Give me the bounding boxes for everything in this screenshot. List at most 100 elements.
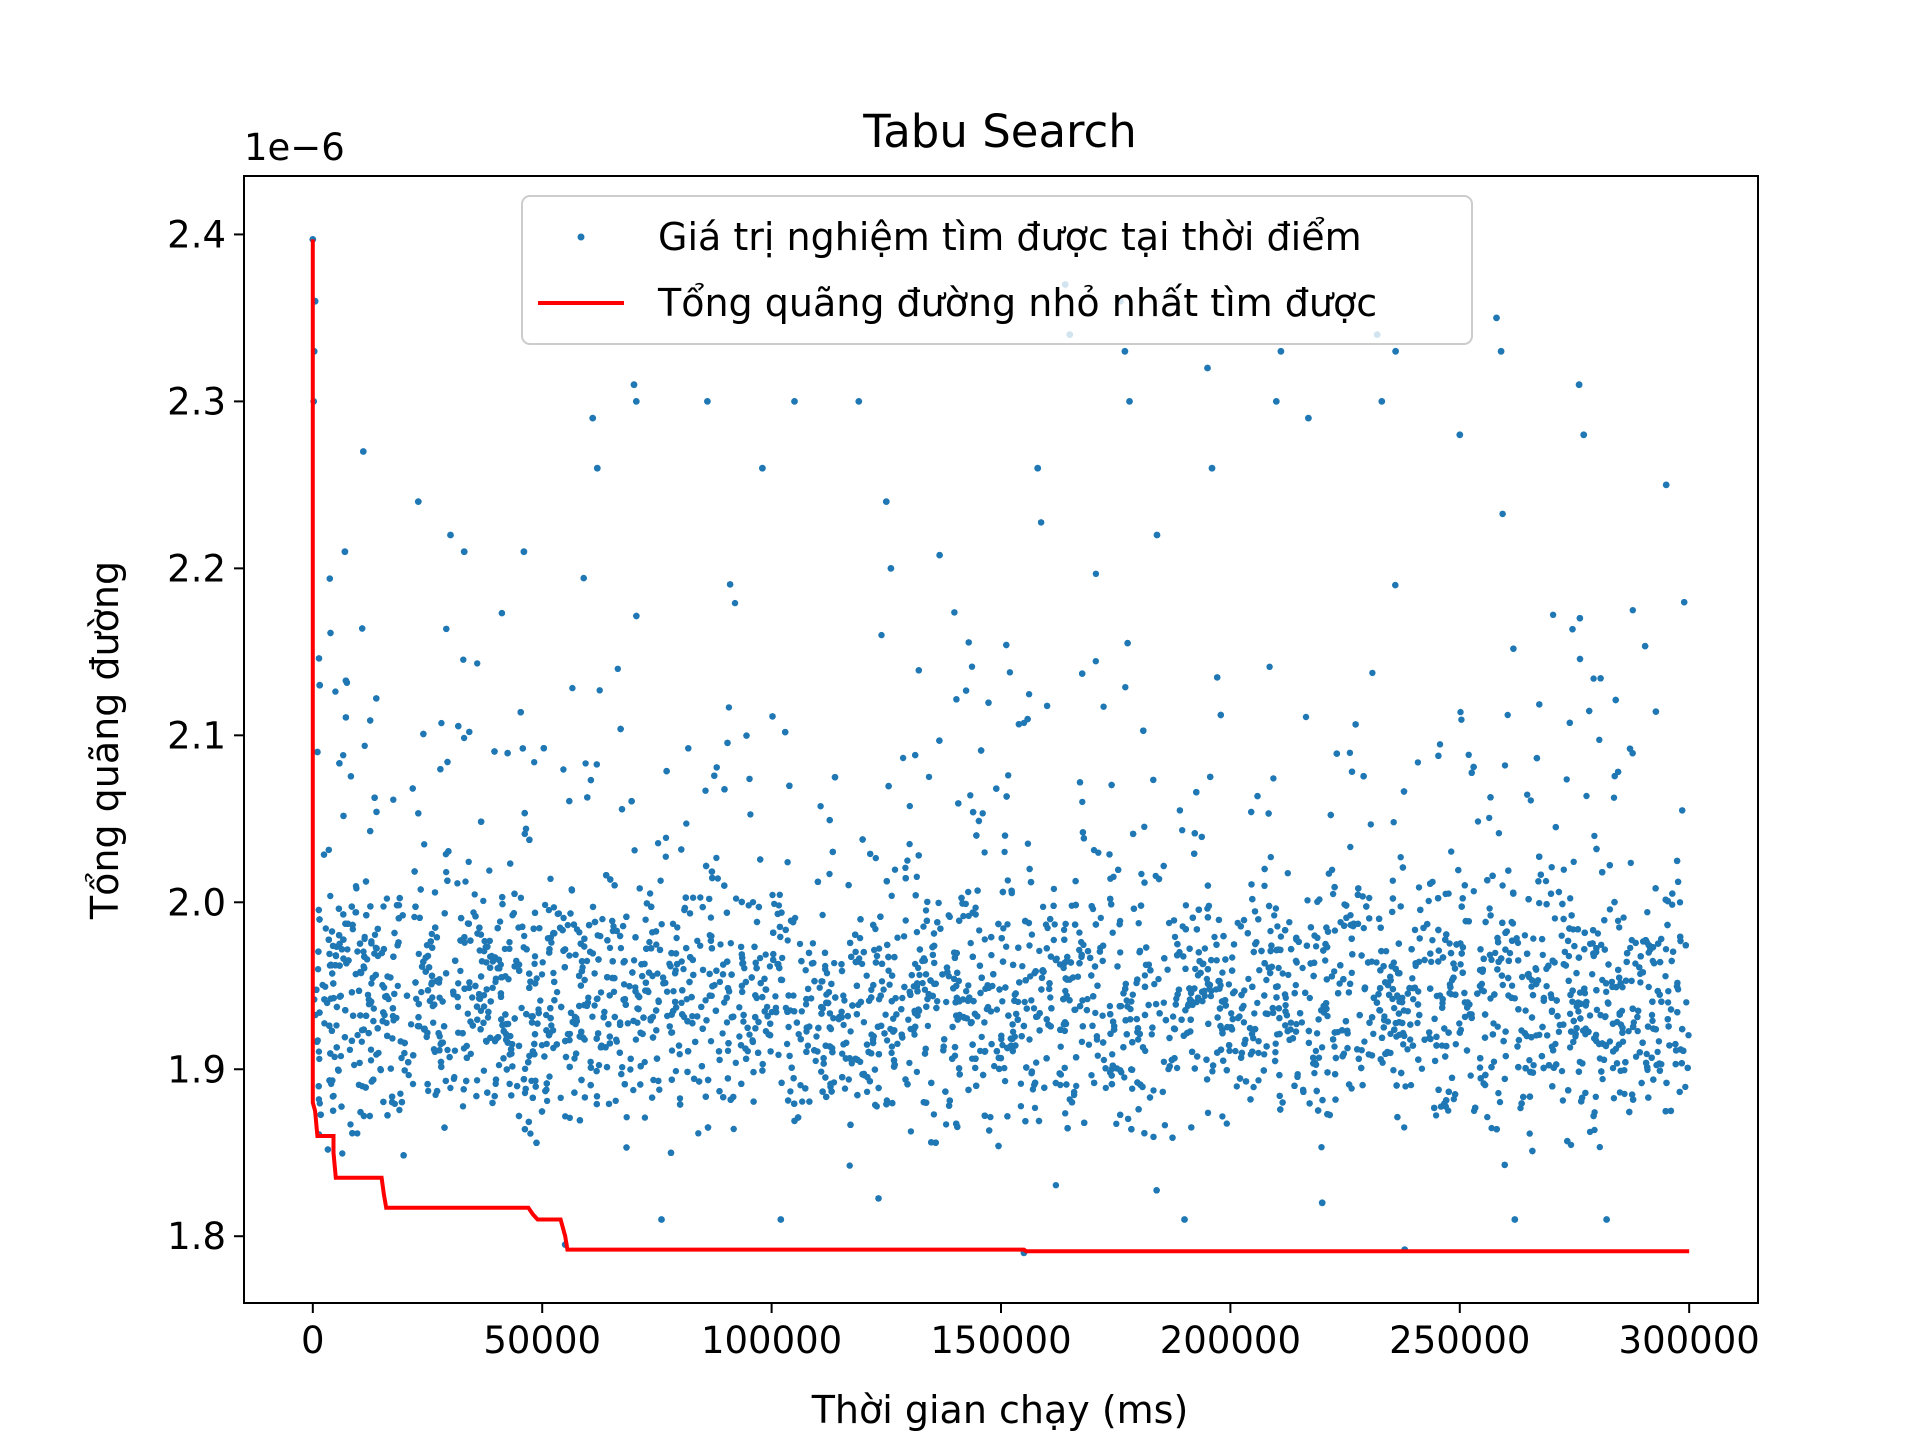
- scatter-point: [326, 575, 333, 582]
- scatter-point: [806, 1098, 813, 1105]
- scatter-point: [1406, 984, 1413, 992]
- scatter-point: [624, 1020, 631, 1027]
- scatter-point: [1476, 1064, 1484, 1071]
- scatter-point: [678, 846, 685, 853]
- scatter-point: [1205, 902, 1213, 910]
- scatter-point: [1151, 980, 1158, 988]
- scatter-point: [388, 1099, 396, 1106]
- scatter-point: [1128, 998, 1135, 1005]
- scatter-point: [1128, 1126, 1135, 1133]
- scatter-point: [1613, 1060, 1621, 1067]
- scatter-point: [1233, 1083, 1241, 1090]
- scatter-point: [1518, 973, 1526, 981]
- scatter-point: [1241, 1040, 1248, 1047]
- scatter-point: [949, 1023, 956, 1031]
- scatter-point: [1467, 1072, 1474, 1079]
- scatter-point: [606, 1040, 614, 1047]
- scatter-point: [1407, 1081, 1415, 1089]
- scatter-point: [1067, 959, 1075, 966]
- scatter-point: [531, 960, 538, 967]
- scatter-point: [321, 1020, 328, 1027]
- scatter-point: [1294, 1073, 1301, 1081]
- scatter-point: [373, 808, 380, 816]
- scatter-point: [1282, 1022, 1289, 1029]
- scatter-point: [1160, 1058, 1168, 1066]
- scatter-point: [965, 982, 972, 989]
- scatter-point: [1117, 1111, 1124, 1119]
- scatter-point: [776, 923, 784, 931]
- scatter-point: [1448, 848, 1455, 855]
- scatter-point: [1427, 880, 1434, 887]
- scatter-point: [1007, 1035, 1015, 1042]
- scatter-point: [375, 1049, 382, 1057]
- scatter-point: [1401, 1124, 1408, 1131]
- scatter-point: [913, 873, 920, 880]
- scatter-point: [1678, 1060, 1686, 1067]
- scatter-point: [546, 1073, 553, 1080]
- scatter-point: [1552, 823, 1560, 831]
- scatter-point: [1566, 719, 1574, 726]
- scatter-point: [409, 1080, 417, 1088]
- scatter-point: [332, 688, 339, 695]
- scatter-point: [683, 820, 690, 827]
- scatter-point: [730, 1013, 737, 1020]
- scatter-point: [1079, 670, 1086, 677]
- scatter-point: [667, 1149, 675, 1157]
- scatter-point: [1549, 1083, 1556, 1090]
- scatter-point: [1490, 1058, 1498, 1065]
- scatter-point: [489, 984, 496, 991]
- scatter-point: [939, 971, 946, 978]
- scatter-point: [1033, 1059, 1040, 1066]
- scatter-point: [496, 965, 503, 972]
- scatter-point: [1589, 971, 1596, 978]
- scatter-point: [387, 1065, 394, 1072]
- scatter-point: [455, 980, 462, 987]
- scatter-point: [818, 1010, 825, 1017]
- scatter-point: [358, 1038, 365, 1045]
- scatter-point: [483, 1038, 490, 1045]
- scatter-point: [831, 774, 839, 781]
- scatter-point: [870, 1033, 877, 1040]
- scatter-point: [788, 1064, 795, 1071]
- scatter-point: [1502, 929, 1509, 936]
- scatter-point: [1480, 955, 1487, 962]
- scatter-point: [1669, 948, 1677, 955]
- scatter-point: [686, 910, 694, 917]
- scatter-point: [424, 1080, 431, 1088]
- scatter-point: [1672, 1040, 1679, 1048]
- scatter-point: [1100, 1056, 1108, 1064]
- scatter-point: [786, 1052, 793, 1060]
- scatter-point: [1316, 896, 1323, 903]
- scatter-point: [745, 902, 752, 909]
- scatter-point: [759, 993, 766, 1001]
- scatter-point: [1459, 895, 1466, 902]
- scatter-point: [890, 1057, 898, 1064]
- scatter-point: [1038, 974, 1046, 981]
- scatter-point: [1377, 924, 1384, 931]
- scatter-point: [641, 1058, 648, 1066]
- scatter-point: [1668, 957, 1675, 965]
- scatter-point: [1658, 998, 1665, 1005]
- scatter-point: [1272, 1049, 1279, 1056]
- scatter-point: [442, 1077, 449, 1085]
- scatter-point: [1276, 1071, 1283, 1079]
- scatter-point: [969, 953, 976, 960]
- scatter-point: [784, 1097, 792, 1104]
- scatter-point: [775, 902, 783, 909]
- scatter-point: [367, 827, 374, 835]
- scatter-point: [916, 946, 924, 953]
- scatter-point: [878, 978, 886, 985]
- scatter-point: [1070, 1088, 1078, 1096]
- scatter-point: [1348, 969, 1356, 976]
- scatter-point: [1203, 1056, 1210, 1063]
- scatter-point: [373, 695, 380, 702]
- scatter-point: [828, 980, 835, 988]
- scatter-point: [1663, 1079, 1670, 1087]
- scatter-point: [1229, 1015, 1236, 1023]
- scatter-point: [1464, 1004, 1471, 1011]
- scatter-point: [688, 993, 695, 1001]
- scatter-point: [820, 1060, 827, 1067]
- scatter-point: [902, 917, 909, 924]
- scatter-point: [1249, 1048, 1256, 1055]
- scatter-point: [366, 1112, 373, 1120]
